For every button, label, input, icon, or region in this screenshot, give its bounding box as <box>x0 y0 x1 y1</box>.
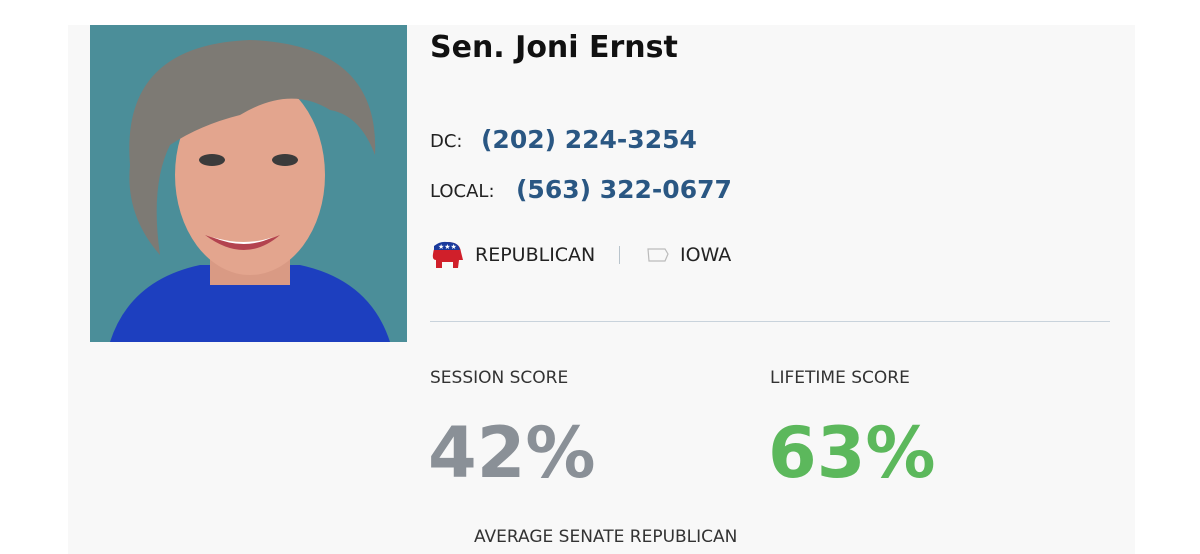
phone-link[interactable]: (202) 224-3254 <box>481 125 697 154</box>
senator-name: Sen. Joni Ernst <box>430 30 678 65</box>
score-label: LIFETIME SCORE <box>770 368 910 388</box>
divider <box>430 321 1110 322</box>
score-value: 42% <box>428 412 596 494</box>
comparison-label: AVERAGE SENATE REPUBLICAN <box>474 527 738 547</box>
svg-text:★★★: ★★★ <box>438 243 457 251</box>
contact-label: LOCAL: <box>430 181 495 202</box>
separator <box>619 246 620 264</box>
state-icon <box>647 248 669 262</box>
score-label: SESSION SCORE <box>430 368 569 388</box>
party-icon: ★★★ <box>432 241 463 268</box>
portrait <box>90 25 407 342</box>
party: REPUBLICAN <box>475 244 596 266</box>
state: IOWA <box>680 244 732 266</box>
phone-link[interactable]: (563) 322-0677 <box>516 175 732 204</box>
contact-label: DC: <box>430 131 463 152</box>
score-value: 63% <box>768 412 936 494</box>
